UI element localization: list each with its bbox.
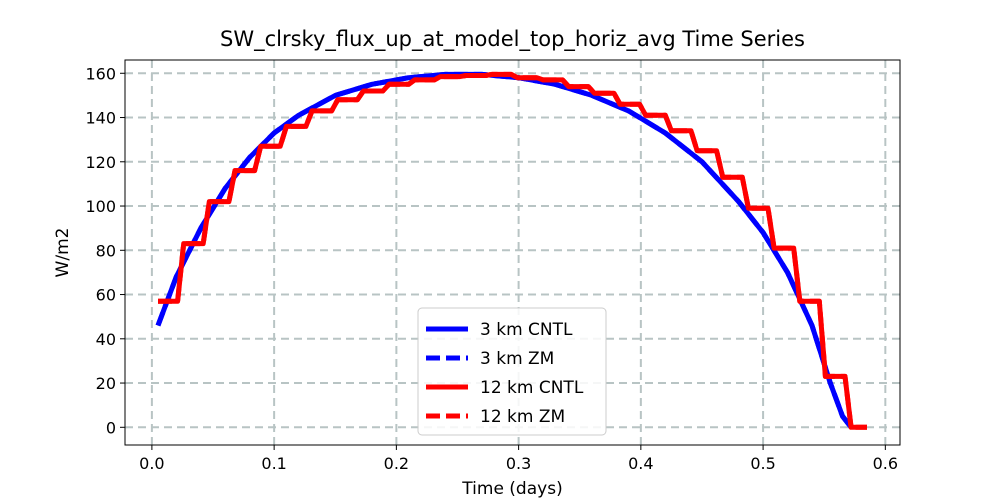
legend-label-2: 12 km CNTL <box>480 378 584 398</box>
y-tick-label: 0 <box>106 418 116 437</box>
legend-label-3: 12 km ZM <box>480 407 565 427</box>
x-axis-title: Time (days) <box>461 479 562 499</box>
x-tick-label: 0.1 <box>261 454 286 473</box>
y-tick-label: 20 <box>96 374 116 393</box>
y-tick-label: 140 <box>85 109 116 128</box>
legend-label-1: 3 km ZM <box>480 349 554 369</box>
legend-box <box>417 307 607 436</box>
x-tick-label: 0.3 <box>506 454 531 473</box>
x-tick-label: 0.2 <box>384 454 409 473</box>
x-tick-label: 0.6 <box>873 454 898 473</box>
axis-ticks: 0.0 0.1 0.2 0.3 0.4 0.5 0.6 0 20 40 60 80 100 120 140 1… <box>85 64 898 473</box>
series-line-3 <box>158 71 867 430</box>
y-tick-label: 80 <box>96 241 116 260</box>
x-tick-label: 0.0 <box>139 454 164 473</box>
y-axis-title: W/m2 <box>53 228 73 278</box>
y-tick-label: 60 <box>96 286 116 305</box>
legend-label-0: 3 km CNTL <box>480 320 573 340</box>
x-tick-label: 0.5 <box>750 454 775 473</box>
y-tick-label: 40 <box>96 330 116 349</box>
plot-area-frame <box>124 59 901 446</box>
y-tick-label: 160 <box>85 64 116 83</box>
legend: 3 km CNTL 3 km ZM 12 km CNTL 12 km ZM <box>417 307 607 436</box>
chart-title: SW_clrsky_flux_up_at_model_top_horiz_avg… <box>220 27 805 52</box>
series-lines <box>155 71 867 430</box>
x-tick-label: 0.4 <box>628 454 653 473</box>
y-tick-label: 100 <box>85 197 116 216</box>
y-tick-label: 120 <box>85 153 116 172</box>
